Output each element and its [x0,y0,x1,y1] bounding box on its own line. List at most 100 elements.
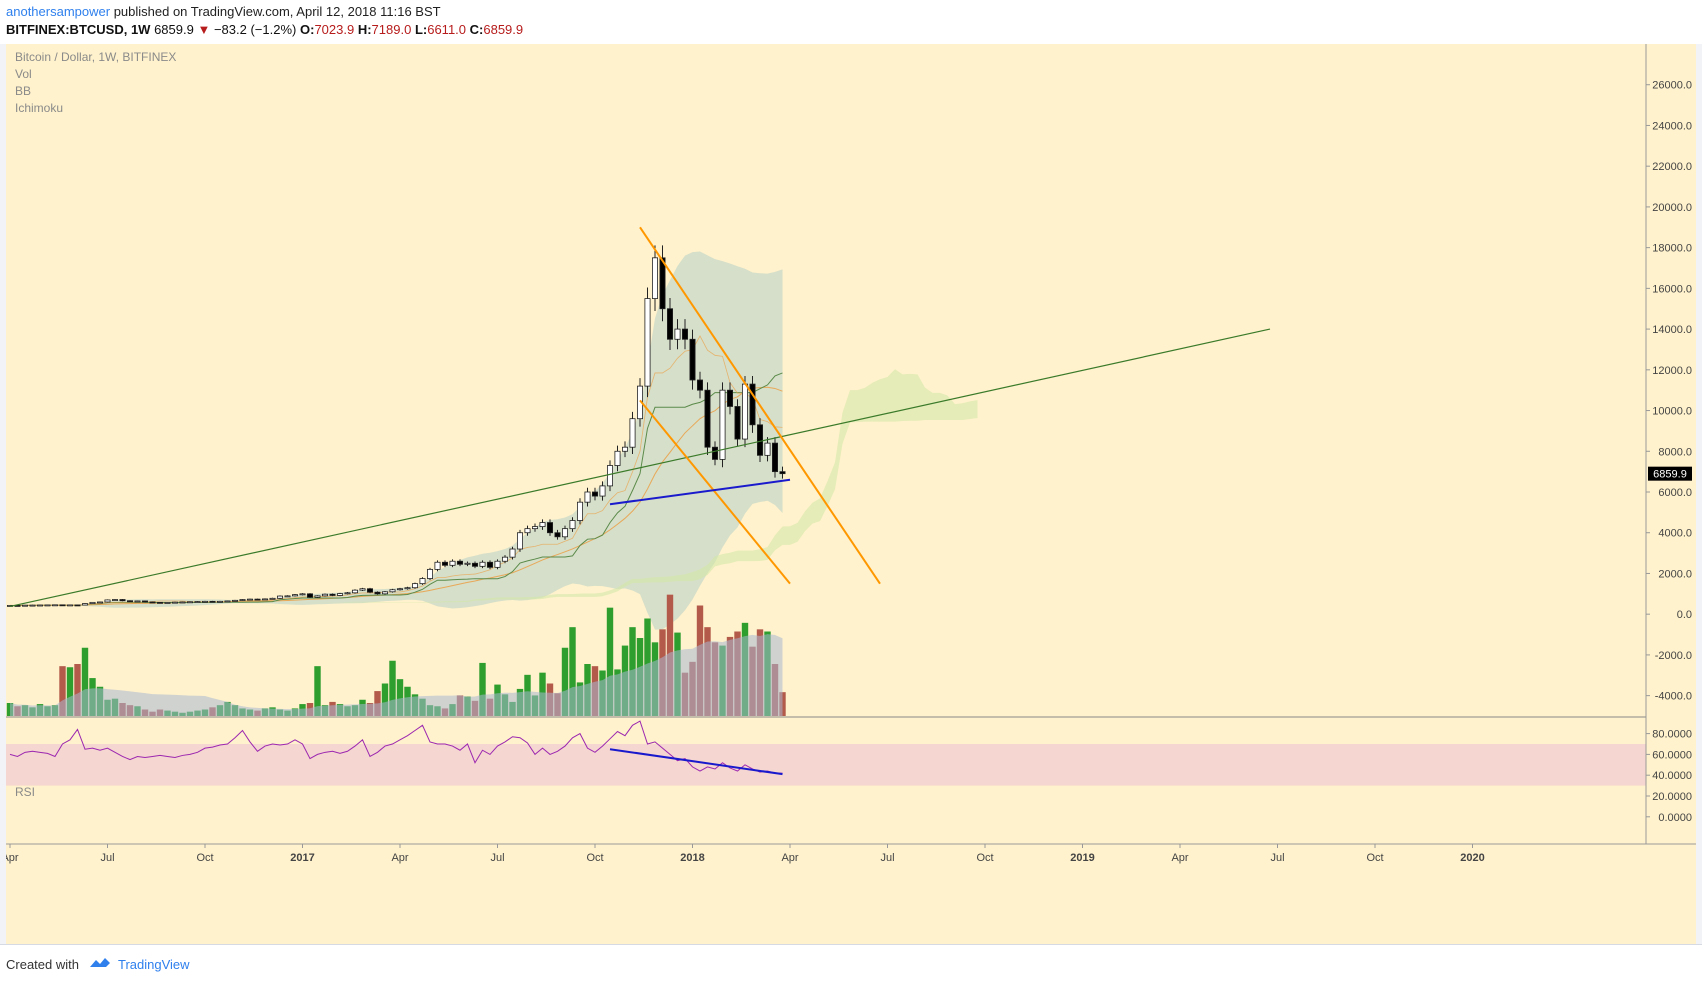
candle-body [67,604,74,607]
candle-body [456,560,463,565]
volume-bars [6,594,786,716]
candle-body [149,601,156,604]
legend-vol[interactable]: Vol [15,67,32,81]
candle-body [127,600,134,603]
price-tick-label: 0.0 [1677,609,1692,621]
candle-body [501,556,508,562]
time-tick-label: Apr [391,852,408,864]
kumo-cloud [205,369,978,606]
candle-body [276,595,283,599]
candle-body [584,491,591,503]
author-link[interactable]: anothersampower [6,4,111,19]
candle-body [554,532,561,538]
price-tick-label: 26000.0 [1652,80,1692,92]
last-price-badge [1648,466,1692,481]
legend: Bitcoin / Dollar, 1W, BITFINEX Vol BB Ic… [15,50,176,799]
rsi-band [6,744,1646,786]
candle-body [381,591,388,595]
candle-body [764,442,771,456]
rsi-tick-label: 80.0000 [1652,729,1692,741]
candle-body [419,578,426,585]
candle-body [336,593,343,596]
time-tick-label: Apr [1171,852,1188,864]
legend-rsi[interactable]: RSI [15,785,35,799]
price-tick-label: 14000.0 [1652,324,1692,336]
candle-body [509,548,516,558]
candle-body [404,587,411,590]
candle-body [592,491,599,497]
candle-body [539,522,546,528]
price-tick-label: 12000.0 [1652,365,1692,377]
legend-title: Bitcoin / Dollar, 1W, BITFINEX [15,50,176,64]
candle-body [52,604,59,607]
candle-body [201,600,208,603]
rsi-tick-label: 60.0000 [1652,749,1692,761]
candle-body [599,485,606,497]
candle-body [674,328,681,340]
low-value: 6611.0 [427,22,467,37]
legend-ichimoku[interactable]: Ichimoku [15,101,63,115]
price-tick-label: 6000.0 [1658,487,1692,499]
channel-lower-line [639,399,791,585]
candle-body [59,604,66,607]
candle-body [516,532,523,550]
candle-body [411,583,418,589]
candle-body [194,601,201,603]
price-tick-label: 4000.0 [1658,528,1692,540]
candle-body [434,561,441,570]
price-tick-label: 20000.0 [1652,202,1692,214]
symbol-label[interactable]: BITFINEX:BTCUSD, 1W [6,22,151,37]
candle-body [104,599,111,603]
time-tick-label: Jul [1270,852,1284,864]
volume-ma-area [10,634,783,716]
candle-body [494,560,501,568]
price-tick-label: -2000.0 [1655,650,1692,662]
candle-body [321,593,328,597]
time-tick-label: 2019 [1070,852,1094,864]
candle-body [749,383,756,426]
bb-basis-line [9,386,783,606]
candle-body [652,257,659,299]
volume-bar [59,666,66,716]
volume-bar [66,667,74,716]
candle-body [254,598,261,601]
candle-body [314,595,321,598]
price-tick-label: 8000.0 [1658,446,1692,458]
candle-body [667,308,674,340]
candle-body [779,471,786,475]
candle-body [29,604,36,607]
chart-area[interactable]: 6859.9 26000.0 24000.0 22000.0 20000.0 18000.… [6,44,1696,944]
candle-body [524,528,531,534]
high-label: H: [357,22,372,37]
last-price: 6859.9 [154,22,194,37]
candle-body [742,383,749,440]
candle-body [562,528,569,538]
candle-body [441,561,448,566]
candle-body [682,328,689,340]
candle-body [734,406,741,440]
candle-body [704,389,711,448]
candle-body [209,600,216,603]
tradingview-link[interactable]: TradingView [118,957,190,972]
candle-body [299,593,306,596]
candle-body [44,604,51,607]
change-arrow: ▼ [197,22,211,37]
legend-bb[interactable]: BB [15,84,31,98]
candle-body [89,601,96,604]
candle-body [164,602,171,604]
candle-body [659,257,666,310]
time-tick-label: Apr [6,852,19,864]
time-tick-label: Jul [880,852,894,864]
time-tick-label: Jul [100,852,114,864]
rsi-line [9,720,783,774]
volume-bar [81,647,89,716]
candle-body [171,601,178,604]
high-value: 7189.0 [371,22,412,37]
candle-body [697,379,704,391]
candle-body [464,562,471,565]
channel-upper-line [639,226,881,585]
open-label: O: [299,22,315,37]
tradingview-logo-icon[interactable] [88,955,112,971]
drawings [9,226,1271,608]
candle-body [426,568,433,579]
